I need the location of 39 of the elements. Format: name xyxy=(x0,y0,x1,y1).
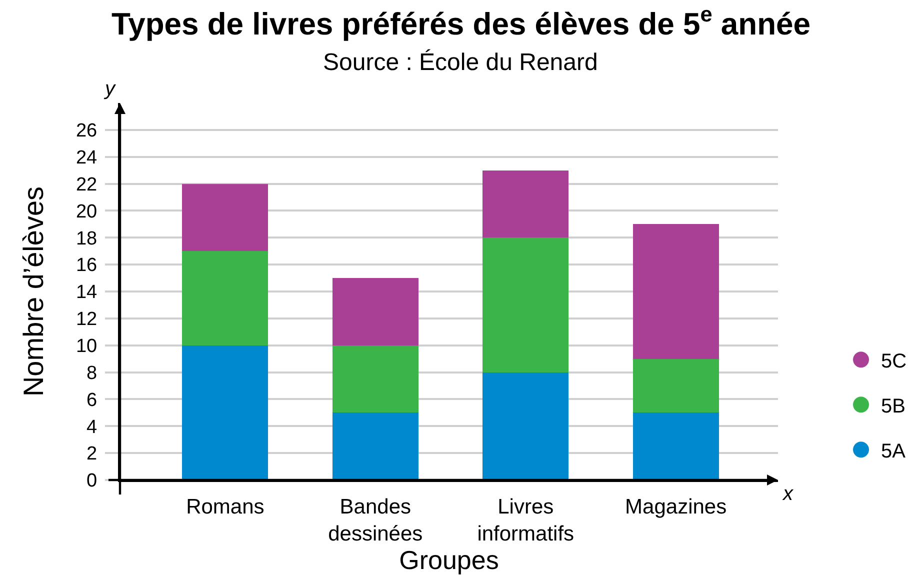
y-tick-label: 22 xyxy=(76,174,98,196)
x-tick-label: Bandes dessinées xyxy=(328,495,423,546)
bar xyxy=(332,345,418,413)
y-tick-label: 14 xyxy=(76,282,98,304)
y-tick-label: 2 xyxy=(86,444,98,465)
y-tick-label: 18 xyxy=(76,228,98,250)
y-tick-label: 12 xyxy=(76,309,98,330)
chart-title: Types de livres préférés des élèves de 5$^{e}$ année xyxy=(111,2,811,42)
y-tick-label: 20 xyxy=(76,201,98,222)
legend-label: 5A xyxy=(881,440,906,462)
bar xyxy=(482,170,569,238)
y-tick-label: 16 xyxy=(76,255,98,276)
bar xyxy=(182,345,268,480)
bar xyxy=(182,184,268,252)
y-tick-label: 0 xyxy=(86,470,98,492)
legend-label: 5B xyxy=(881,395,906,418)
bar xyxy=(182,251,268,346)
bar xyxy=(632,358,719,413)
bar xyxy=(632,224,719,359)
bar xyxy=(632,412,719,480)
bar xyxy=(332,278,418,346)
y-tick-label: 10 xyxy=(76,336,98,358)
x-axis-title: Groupes xyxy=(399,545,499,575)
bar xyxy=(332,412,418,480)
bar xyxy=(482,238,569,372)
y-axis-title: Nombre d’élèves xyxy=(18,186,50,397)
text: y xyxy=(103,78,116,100)
legend-label: 5C xyxy=(881,350,907,372)
y-tick-label: 6 xyxy=(86,390,98,411)
x-tick-label: Romans xyxy=(186,495,264,518)
y-tick-label: 8 xyxy=(86,362,98,384)
y-tick-label: 24 xyxy=(76,148,98,169)
y-tick-label: 26 xyxy=(76,120,98,142)
text: x xyxy=(782,483,794,505)
bar xyxy=(482,372,569,480)
y-tick-label: 4 xyxy=(86,416,98,438)
chart-subtitle: Source : École du Renard xyxy=(323,49,598,76)
x-tick-label: Livres informatifs xyxy=(477,495,574,546)
x-tick-label: Magazines xyxy=(625,495,727,518)
